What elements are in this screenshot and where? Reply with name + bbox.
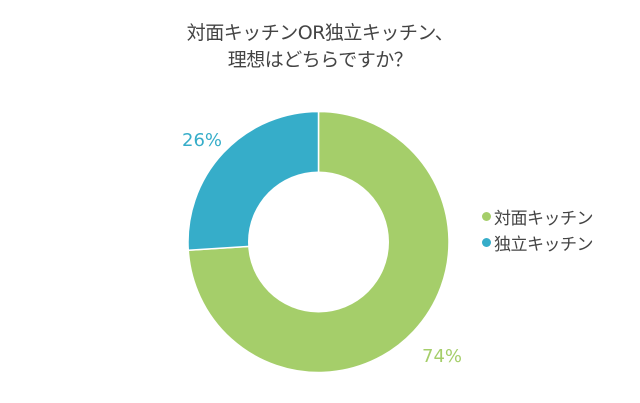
legend-label: 対面キッチン [494, 208, 594, 229]
chart-title-line1: 対面キッチンOR独立キッチン、 [186, 22, 454, 44]
data-label-independent: 26% [182, 130, 223, 151]
data-label-face: 74% [422, 346, 463, 367]
legend-dot-icon [482, 237, 491, 247]
legend-item-independent[interactable]: 独立キッチン [482, 229, 594, 255]
legend-dot-icon [482, 211, 491, 221]
chart-title: 対面キッチンOR独立キッチン、 理想はどちらですか？ [0, 20, 640, 74]
legend: 対面キッチン 独立キッチン [482, 203, 594, 255]
legend-label: 独立キッチン [494, 234, 594, 255]
legend-item-face[interactable]: 対面キッチン [482, 203, 594, 229]
chart-title-line2: 理想はどちらですか？ [227, 49, 413, 71]
donut-hole [248, 171, 389, 313]
